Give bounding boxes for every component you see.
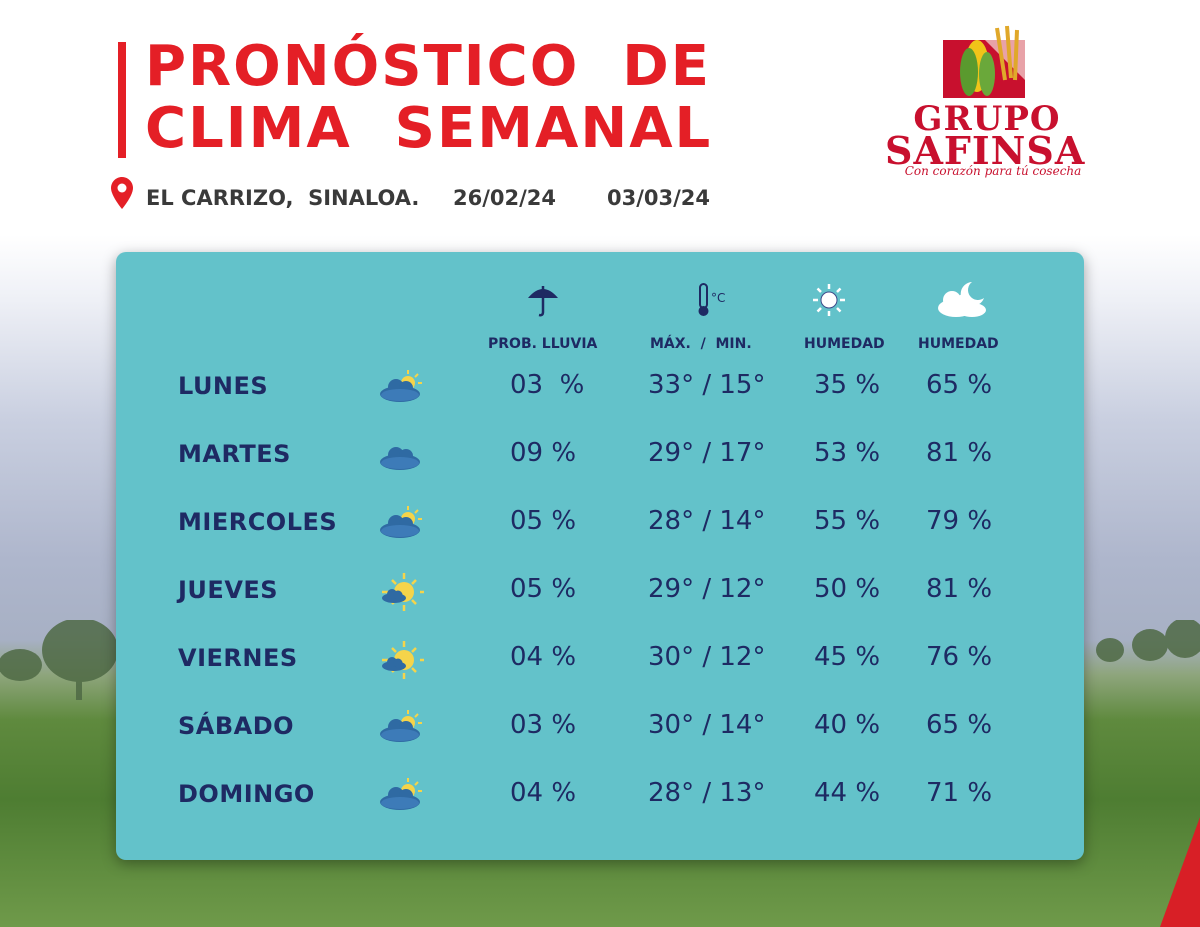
humidity-night: 79 % [926,506,993,536]
temp-max-min: 33° / 15° [648,370,766,400]
temp-max-min: 30° / 14° [648,710,766,740]
humidity-night: 76 % [926,642,993,672]
logo-text-safinsa: SAFINSA [885,128,1086,173]
humidity-day: 50 % [814,574,881,604]
temp-max-min: 28° / 13° [648,778,766,808]
forecast-row-martes: MARTES 09 % 29° / 17° 53 % 81 % [116,430,1084,480]
day-name: MIERCOLES [178,508,338,536]
temp-max-min: 29° / 17° [648,438,766,468]
humidity-day: 40 % [814,710,881,740]
page-title: PRONÓSTICO DE CLIMA SEMANAL [145,36,712,160]
svg-text:°C: °C [711,291,725,305]
rain-probability: 05 % [510,574,577,604]
day-name: JUEVES [178,576,279,604]
day-name: DOMINGO [178,780,315,808]
rain-probability: 03 % [510,710,577,740]
forecast-row-domingo: DOMINGO 04 % 28° / 13° 44 % 71 % [116,770,1084,820]
temp-max-min: 30° / 12° [648,642,766,672]
logo-tagline: Con corazón para tú cosecha [904,164,1082,178]
header-humedad-day: HUMEDAD [804,336,885,352]
forecast-row-sabado: SÁBADO 03 % 30° / 14° 40 % 65 % [116,702,1084,752]
header-max-min: MÁX. / MIN. [650,336,752,352]
night-cloud-moon-icon [938,282,986,317]
humidity-day: 53 % [814,438,881,468]
temp-max-min: 29° / 12° [648,574,766,604]
cloudy-icon [380,447,420,470]
humidity-night: 81 % [926,574,993,604]
rain-probability: 04 % [510,642,577,672]
grupo-safinsa-logo: GRUPO SAFINSA Con corazón para tú cosech… [885,20,1085,180]
humidity-day: 45 % [814,642,881,672]
thermometer-celsius-icon: °C [698,283,725,316]
rain-probability: 04 % [510,778,577,808]
rain-probability: 03 % [510,370,585,400]
title-line-2: CLIMA SEMANAL [145,96,713,161]
humidity-day: 35 % [814,370,881,400]
umbrella-icon [528,286,558,317]
humidity-night: 81 % [926,438,993,468]
logo-text-grupo: GRUPO [913,99,1061,139]
treeline-decoration [0,620,1200,700]
day-name: MARTES [178,440,291,468]
title-line-1: PRONÓSTICO DE [145,34,712,99]
temp-max-min: 28° / 14° [648,506,766,536]
forecast-row-miercoles: MIERCOLES 05 % 28° / 14° 55 % 79 % [116,498,1084,548]
humidity-night: 65 % [926,710,993,740]
partly-cloudy-icon [380,506,422,538]
sun-icon [813,284,845,316]
mostly-sunny-icon [382,641,424,679]
day-name: LUNES [178,372,269,400]
humidity-night: 71 % [926,778,993,808]
title-accent-bar [118,42,126,158]
end-date: 03/03/24 [607,186,711,210]
partly-cloudy-icon [380,710,422,742]
logo-emblem-icon [943,25,1025,98]
location-pin-icon [111,177,133,209]
partly-cloudy-icon [380,778,422,810]
rain-probability: 05 % [510,506,577,536]
header-humedad-night: HUMEDAD [918,336,999,352]
red-corner-accent [1160,817,1200,927]
location-label: EL CARRIZO, SINALOA. [146,186,420,210]
forecast-row-viernes: VIERNES 04 % 30° / 12° 45 % 76 % [116,634,1084,684]
humidity-day: 44 % [814,778,881,808]
day-name: SÁBADO [178,712,295,740]
header-prob-lluvia: PROB. LLUVIA [488,336,598,352]
mostly-sunny-icon [382,573,424,611]
forecast-card: °C PROB. LLUVIA MÁX. / MIN. HUMEDAD HUME… [116,252,1084,860]
forecast-row-jueves: JUEVES 05 % 29° / 12° 50 % 81 % [116,566,1084,616]
forecast-row-lunes: LUNES 03 % 33° / 15° 35 % 65 % [116,362,1084,412]
rain-probability: 09 % [510,438,577,468]
start-date: 26/02/24 [453,186,557,210]
humidity-day: 55 % [814,506,881,536]
location-row: EL CARRIZO, SINALOA. 26/02/24 03/03/24 [110,176,750,216]
partly-cloudy-icon [380,370,422,402]
humidity-night: 65 % [926,370,993,400]
day-name: VIERNES [178,644,298,672]
